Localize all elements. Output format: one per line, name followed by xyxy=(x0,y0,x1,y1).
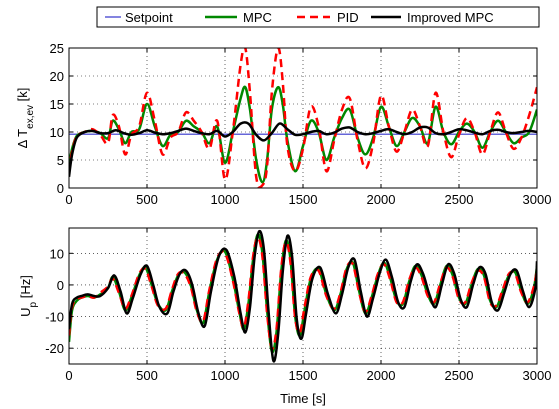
x-tick-label: 1500 xyxy=(289,192,318,207)
legend: Setpoint MPC PID Improved MPC xyxy=(96,6,540,28)
series-line-pid xyxy=(69,48,537,188)
series-line-pid xyxy=(69,236,537,350)
x-tick-label: 0 xyxy=(65,368,72,383)
y-tick-label: 25 xyxy=(50,41,64,56)
y-tick-label: 0 xyxy=(57,278,64,293)
legend-label-setpoint: Setpoint xyxy=(125,10,173,25)
y-tick-label: 5 xyxy=(57,153,64,168)
bottom-plot: 0 500 1000 1500 2000 2500 3000 -20 -10 0 10 Up [Hz… xyxy=(18,227,551,406)
bottom-plot-series xyxy=(69,229,537,363)
legend-label-improved-mpc: Improved MPC xyxy=(407,10,494,25)
series-line-improved-mpc xyxy=(69,229,537,363)
bottom-plot-ticks: 0 500 1000 1500 2000 2500 3000 -20 -10 0 10 xyxy=(45,228,551,383)
top-plot-series xyxy=(69,48,537,188)
x-tick-label: 1000 xyxy=(211,368,240,383)
legend-label-pid: PID xyxy=(337,10,359,25)
x-tick-label: 1000 xyxy=(211,192,240,207)
x-tick-label: 2000 xyxy=(367,368,396,383)
y-tick-label: -20 xyxy=(45,341,64,356)
y-tick-label: 20 xyxy=(50,69,64,84)
bottom-plot-x-axis-label: Time [s] xyxy=(280,391,326,406)
x-tick-label: 0 xyxy=(65,192,72,207)
y-tick-label: -10 xyxy=(45,310,64,325)
top-plot-y-axis-label: Δ Tex,ev [k] xyxy=(15,88,36,149)
x-tick-label: 2500 xyxy=(445,368,474,383)
y-tick-label: 10 xyxy=(50,125,64,140)
y-tick-label: 15 xyxy=(50,97,64,112)
top-plot-ticks: 0 500 1000 1500 2000 2500 3000 0 5 10 15 20 25 xyxy=(50,41,552,207)
x-tick-label: 2000 xyxy=(367,192,396,207)
x-tick-label: 500 xyxy=(136,368,158,383)
x-tick-label: 3000 xyxy=(523,192,552,207)
bottom-plot-y-axis-label: Up [Hz] xyxy=(18,275,39,317)
x-tick-label: 1500 xyxy=(289,368,318,383)
x-tick-label: 500 xyxy=(136,192,158,207)
x-tick-label: 3000 xyxy=(523,368,552,383)
y-tick-label: 10 xyxy=(50,246,64,261)
series-line-improved-mpc xyxy=(69,121,537,177)
legend-label-mpc: MPC xyxy=(243,10,272,25)
top-plot: 0 500 1000 1500 2000 2500 3000 0 5 10 15 20 25 Δ Tex… xyxy=(15,41,551,207)
y-tick-label: 0 xyxy=(57,181,64,196)
x-tick-label: 2500 xyxy=(445,192,474,207)
